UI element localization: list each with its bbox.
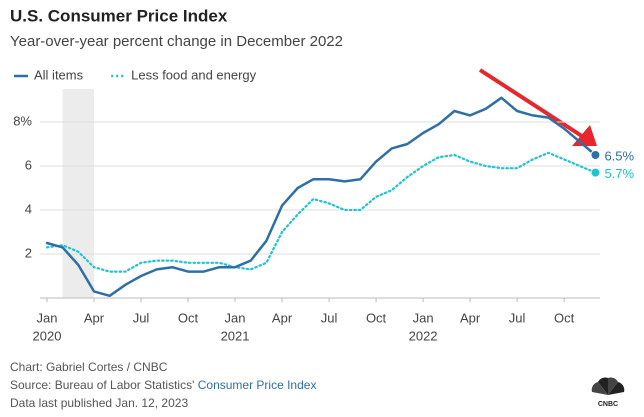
published: Data last published Jan. 12, 2023: [10, 396, 188, 410]
source: Source: Bureau of Labor Statistics' Cons…: [10, 378, 316, 392]
value-label: 5.7%: [604, 166, 634, 181]
credit: Chart: Gabriel Cortes / CNBC: [10, 360, 168, 374]
source-link[interactable]: Consumer Price Index: [198, 378, 317, 392]
y-tick-label: 6: [25, 157, 32, 172]
x-year-label: 2020: [33, 328, 62, 343]
x-tick-label: Oct: [554, 310, 575, 325]
legend-label: Less food and energy: [131, 67, 257, 82]
x-tick-label: Oct: [178, 310, 199, 325]
end-point: [590, 150, 601, 160]
series-line: [45, 151, 597, 273]
x-tick-label: Jul: [509, 310, 526, 325]
legend-label: All items: [34, 67, 84, 82]
x-tick-label: Jan: [225, 310, 246, 325]
logo: CNBC: [591, 377, 625, 408]
annotation-arrow: [478, 68, 597, 146]
value-label: 6.5%: [604, 148, 634, 163]
y-tick-label: 4: [25, 201, 32, 216]
chart-title: U.S. Consumer Price Index: [10, 6, 228, 25]
x-year-label: 2022: [409, 328, 438, 343]
x-tick-label: Apr: [84, 310, 105, 325]
logo-text: CNBC: [598, 401, 618, 408]
x-tick-label: Jul: [321, 310, 338, 325]
x-tick-label: Jan: [413, 310, 434, 325]
x-tick-label: Jul: [133, 310, 150, 325]
x-tick-label: Jan: [37, 310, 58, 325]
x-tick-label: Oct: [366, 310, 387, 325]
series-line: [45, 96, 597, 298]
y-tick-label: 2: [25, 245, 32, 260]
chart-subtitle: Year-over-year percent change in Decembe…: [10, 33, 343, 50]
x-year-label: 2021: [221, 328, 250, 343]
y-tick-label: 8%: [13, 113, 32, 128]
source-text: Source: Bureau of Labor Statistics': [10, 378, 194, 392]
x-tick-label: Apr: [460, 310, 481, 325]
end-point: [590, 167, 601, 178]
x-tick-label: Apr: [272, 310, 293, 325]
